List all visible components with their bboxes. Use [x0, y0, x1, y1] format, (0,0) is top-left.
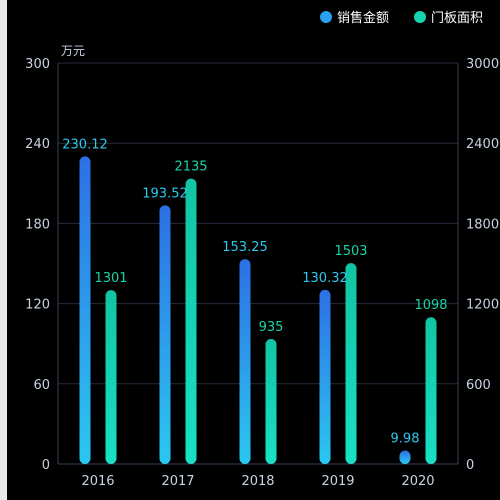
right-axis-ticks: 0 600 1200 1800 2400 3000 — [466, 57, 499, 473]
legend-item-sales[interactable]: 销售金额 — [320, 10, 389, 26]
left-tick-label: 0 — [42, 458, 50, 473]
bar-area[interactable] — [345, 263, 357, 464]
data-label-sales: 193.52 — [142, 186, 188, 201]
legend-item-area[interactable]: 门板面积 — [414, 11, 483, 26]
data-label-sales: 230.12 — [62, 137, 108, 152]
bar-area[interactable] — [185, 178, 197, 464]
bar-sales[interactable] — [399, 450, 411, 464]
x-tick-label: 2019 — [321, 474, 354, 489]
left-tick-label: 60 — [33, 378, 50, 393]
left-axis-unit: 万元 — [61, 44, 85, 58]
right-tick-label: 1800 — [466, 217, 499, 232]
data-labels: 230.12 193.52 153.25 130.32 9.98 1301 2135 935 1… — [62, 137, 447, 446]
bar-sales[interactable] — [159, 205, 171, 465]
bars — [79, 156, 437, 465]
data-label-area: 1098 — [414, 298, 447, 313]
left-tick-label: 240 — [25, 137, 50, 152]
left-tick-label: 120 — [25, 298, 50, 313]
right-tick-label: 0 — [466, 458, 474, 473]
left-axis-ticks: 0 60 120 180 240 300 — [25, 57, 50, 473]
data-label-sales: 9.98 — [391, 432, 420, 447]
left-tick-label: 300 — [25, 57, 50, 72]
x-tick-label: 2017 — [161, 474, 194, 489]
x-tick-label: 2018 — [241, 474, 274, 489]
bar-area[interactable] — [265, 339, 277, 464]
right-tick-label: 1200 — [466, 298, 499, 313]
x-axis-ticks: 2016 2017 2018 2019 2020 — [81, 474, 434, 489]
legend-marker-sales — [320, 11, 332, 23]
legend-marker-area — [414, 11, 426, 23]
data-label-area: 1503 — [334, 244, 367, 259]
bar-area[interactable] — [105, 290, 117, 464]
bar-area[interactable] — [425, 317, 437, 464]
right-tick-label: 2400 — [466, 137, 499, 152]
gridlines — [58, 62, 458, 385]
bar-sales[interactable] — [79, 156, 91, 465]
legend-label-area: 门板面积 — [431, 11, 483, 26]
right-tick-label: 600 — [466, 378, 491, 393]
left-border-strip — [0, 0, 7, 500]
legend-label-sales: 销售金额 — [337, 10, 389, 26]
bar-sales[interactable] — [319, 289, 331, 464]
x-tick-label: 2016 — [81, 474, 114, 489]
data-label-area: 935 — [259, 320, 284, 335]
data-label-sales: 130.32 — [302, 271, 348, 286]
data-label-sales: 153.25 — [222, 240, 268, 255]
x-tick-label: 2020 — [401, 474, 434, 489]
data-label-area: 2135 — [174, 160, 207, 175]
left-tick-label: 180 — [25, 217, 50, 232]
legend[interactable]: 销售金额 门板面积 — [320, 10, 483, 26]
right-tick-label: 3000 — [466, 57, 499, 72]
bar-sales[interactable] — [239, 259, 251, 464]
data-label-area: 1301 — [94, 271, 127, 286]
